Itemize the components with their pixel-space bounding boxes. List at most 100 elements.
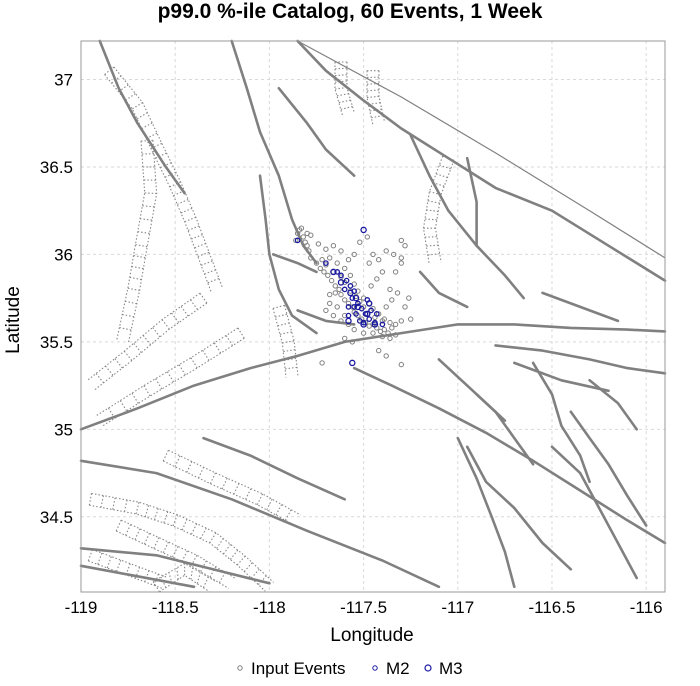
x-tick-label: -116	[630, 598, 663, 617]
input-event-point	[381, 316, 387, 322]
fault-zone-rung	[218, 572, 226, 583]
y-tick-label: 36	[54, 245, 73, 264]
m2-point	[334, 269, 341, 275]
fault-trace	[513, 361, 610, 393]
fault-trace	[541, 291, 620, 323]
fault-zone-rung	[95, 373, 105, 384]
input-event-point	[323, 246, 329, 252]
fault-zone-rung	[143, 385, 151, 397]
y-tick-label: 37	[54, 70, 73, 89]
fault-zone-rung	[135, 502, 140, 515]
input-event-point	[398, 237, 404, 244]
fault-zone-edge	[152, 562, 217, 583]
fault-zone-rung	[213, 342, 222, 354]
input-event-point	[398, 318, 404, 324]
fault-zone-rung	[143, 532, 150, 545]
fault-zone-rung	[426, 244, 439, 247]
fault-zone-rung	[131, 392, 139, 404]
fault-zone-rung	[122, 313, 135, 318]
m3-point	[347, 289, 354, 297]
fault-zone-rung	[141, 122, 153, 130]
fault-zone-rung	[284, 509, 292, 521]
fault-trace	[437, 358, 535, 466]
m3-point	[360, 226, 367, 234]
fault-zone-rung	[209, 472, 216, 484]
input-event-point	[392, 332, 399, 338]
fault-zone-rung	[199, 292, 208, 304]
fault-zone-rung	[129, 276, 142, 281]
input-event-point	[306, 248, 312, 254]
fault-zone-rung	[186, 461, 193, 473]
m2-point	[349, 295, 356, 301]
fault-zone-rung	[245, 488, 252, 500]
fault-zone-edge	[127, 140, 158, 344]
fault-trace-thin	[297, 40, 666, 259]
input-event-point	[317, 265, 323, 272]
input-event-point	[319, 360, 325, 366]
input-event-point	[368, 283, 374, 289]
legend-marker-m2	[372, 665, 378, 671]
input-event-point	[376, 257, 382, 263]
x-tick-label: -117.5	[340, 598, 387, 617]
fault-zone-rung	[200, 527, 207, 539]
fault-zone-rung	[132, 102, 143, 110]
input-event-point	[362, 319, 369, 326]
plot-frame	[80, 40, 666, 593]
fault-zone-rung	[176, 567, 179, 580]
m2-point	[323, 260, 329, 266]
input-event-point	[345, 300, 352, 307]
input-event-point	[376, 311, 382, 317]
input-event-point	[334, 304, 340, 310]
fault-zone-rung	[190, 567, 194, 580]
fault-zone-rung	[180, 207, 193, 214]
fault-trace	[258, 174, 318, 335]
x-axis-label: Longitude	[330, 625, 413, 646]
fault-zone-rung	[127, 287, 140, 292]
input-event-point	[366, 260, 372, 266]
fault-zone-rung	[204, 269, 216, 275]
input-event-point	[391, 251, 397, 258]
fault-zone-rung	[153, 537, 160, 549]
fault-zone-edge	[93, 302, 208, 391]
input-event-point	[387, 286, 393, 293]
fault-zone-edge	[116, 141, 146, 341]
fault-trace	[456, 436, 516, 589]
fault-zone-rung	[116, 559, 122, 572]
input-event-point	[330, 243, 337, 249]
fault-zone-rung	[275, 313, 288, 318]
m3-point	[365, 300, 373, 307]
fault-traces	[79, 39, 667, 589]
input-event-point	[351, 251, 357, 258]
input-event-point	[338, 291, 344, 298]
fault-zone-rung	[233, 483, 240, 495]
fault-zone-rung	[136, 112, 148, 120]
fault-zone-rung	[202, 576, 209, 588]
fault-zone-rung	[142, 335, 152, 346]
fault-trace	[79, 323, 667, 431]
fault-zone-rung	[137, 231, 150, 234]
fault-zone-rung	[237, 327, 245, 339]
fault-trace	[79, 547, 271, 585]
fault-zone-rung	[155, 378, 163, 390]
fault-trace	[418, 270, 469, 309]
fault-zone-rung	[135, 244, 148, 248]
fault-zone-rung	[124, 300, 137, 305]
input-event-point	[327, 300, 333, 307]
fault-zone-rung	[190, 299, 198, 310]
fault-zone-rung	[190, 523, 198, 535]
input-event-point	[308, 232, 314, 238]
fault-zone-rung	[178, 364, 186, 376]
fault-zone-rung	[371, 114, 384, 119]
input-event-point	[330, 312, 337, 319]
fault-zone-rung	[180, 306, 189, 317]
grid-lines	[80, 41, 665, 592]
fault-zone-rung	[366, 89, 380, 92]
input-event-point	[392, 321, 399, 328]
fault-zone-rung	[277, 322, 290, 327]
fault-zone-rung	[221, 477, 228, 490]
fault-zone-rung	[435, 173, 448, 179]
fault-zone-rung	[256, 493, 264, 505]
m2-point	[343, 277, 350, 284]
fault-trace	[409, 134, 525, 300]
input-event-point	[327, 291, 333, 298]
